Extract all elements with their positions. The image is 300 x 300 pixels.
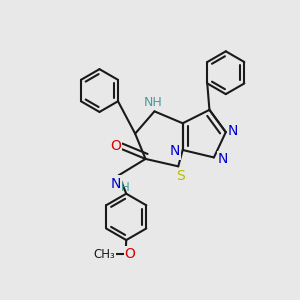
Text: H: H xyxy=(121,181,130,194)
Text: N: N xyxy=(111,177,121,190)
Text: S: S xyxy=(176,169,185,183)
Text: O: O xyxy=(110,139,121,153)
Text: CH₃: CH₃ xyxy=(94,248,116,261)
Text: N: N xyxy=(228,124,238,138)
Text: N: N xyxy=(169,145,180,158)
Text: N: N xyxy=(218,152,228,166)
Text: O: O xyxy=(124,247,136,261)
Text: NH: NH xyxy=(144,96,162,109)
